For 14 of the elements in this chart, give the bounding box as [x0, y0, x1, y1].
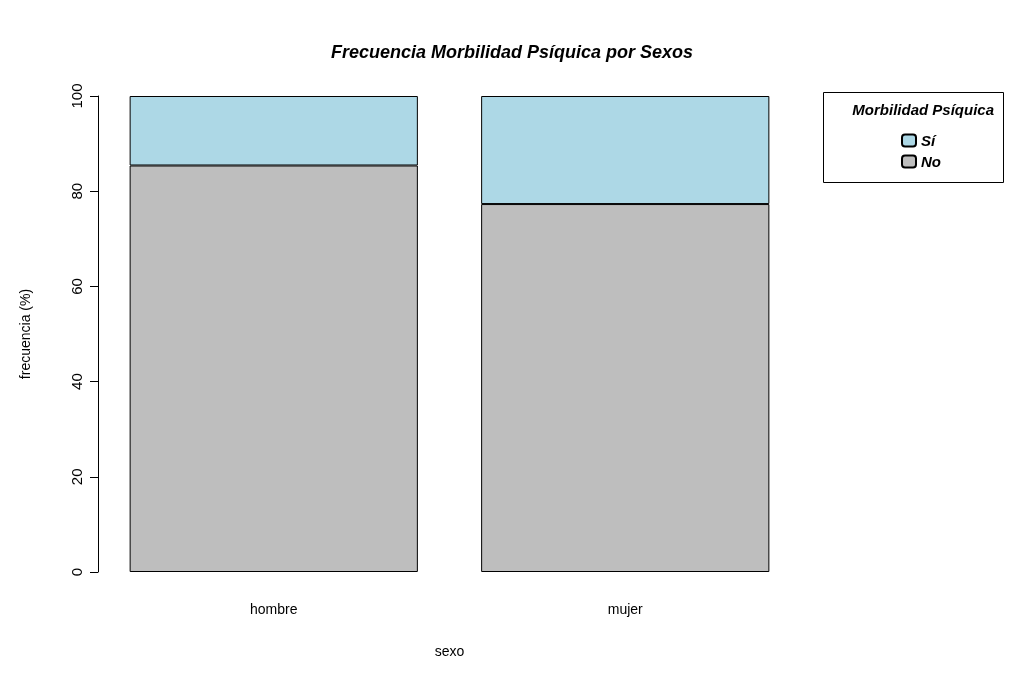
legend-title: Morbilidad Psíquica: [852, 101, 994, 118]
y-tick-label: 60: [68, 278, 85, 295]
y-tick-label: 40: [68, 373, 85, 390]
legend-label: No: [921, 153, 941, 170]
x-tick-label: mujer: [607, 601, 644, 617]
y-axis-title: frecuencia (%): [17, 288, 33, 380]
y-tick-label: 80: [68, 182, 85, 200]
x-tick-label: hombre: [250, 601, 298, 617]
y-tick-label: 100: [68, 83, 85, 109]
y-tick-label: 20: [68, 468, 85, 486]
chart-title: Frecuencia Morbilidad Psíquica por Sexos: [330, 42, 694, 62]
legend-label: Sí: [921, 132, 938, 149]
y-tick-label: 0: [68, 567, 85, 577]
x-axis-title: sexo: [434, 643, 465, 659]
